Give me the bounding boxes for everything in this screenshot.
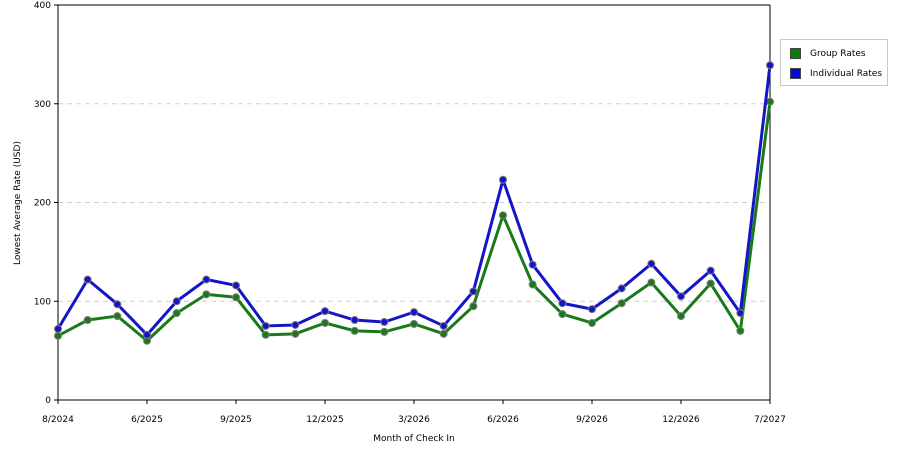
data-point-individual-rates-20 bbox=[647, 259, 656, 268]
data-point-individual-rates-9 bbox=[321, 307, 329, 316]
legend-label-individual: Individual Rates bbox=[810, 68, 883, 79]
x-axis-label: Month of Check In bbox=[373, 434, 455, 444]
data-point-individual-rates-4 bbox=[172, 297, 181, 306]
data-point-individual-rates-11 bbox=[380, 317, 389, 326]
x-tick-label-2: 9/2025 bbox=[220, 415, 252, 425]
x-tick-label-4: 3/2026 bbox=[398, 415, 430, 425]
x-tick-label-8: 7/2027 bbox=[754, 415, 786, 425]
data-point-individual-rates-18 bbox=[588, 305, 596, 314]
legend-item-individual-rates: Individual Rates bbox=[790, 68, 882, 79]
data-point-group-rates-14 bbox=[469, 302, 478, 311]
data-point-group-rates-22 bbox=[706, 279, 715, 288]
data-point-group-rates-24 bbox=[766, 97, 774, 106]
data-point-individual-rates-0 bbox=[54, 324, 62, 333]
legend-label-group: Group Rates bbox=[810, 48, 866, 59]
y-tick-label-2: 200 bbox=[34, 199, 51, 209]
data-point-group-rates-19 bbox=[617, 299, 626, 308]
data-point-group-rates-20 bbox=[647, 278, 656, 287]
data-point-individual-rates-5 bbox=[202, 275, 211, 284]
legend-swatch-individual bbox=[790, 68, 801, 79]
data-point-individual-rates-6 bbox=[232, 281, 240, 290]
data-point-individual-rates-19 bbox=[617, 284, 626, 293]
data-point-group-rates-21 bbox=[677, 312, 685, 321]
data-point-individual-rates-3 bbox=[143, 330, 151, 339]
data-point-individual-rates-16 bbox=[528, 260, 537, 269]
data-point-group-rates-11 bbox=[380, 327, 389, 336]
data-point-group-rates-0 bbox=[54, 331, 62, 340]
data-point-individual-rates-14 bbox=[469, 287, 478, 296]
x-tick-label-3: 12/2025 bbox=[306, 415, 343, 425]
data-point-individual-rates-22 bbox=[706, 266, 715, 275]
data-point-group-rates-23 bbox=[736, 326, 745, 335]
data-point-group-rates-9 bbox=[321, 318, 329, 327]
x-axis: 8/2024 6/2025 9/2025 12/2025 3/2026 6/2026 9/2… bbox=[42, 400, 786, 425]
data-point-group-rates-1 bbox=[83, 316, 92, 325]
legend: Group Rates Individual Rates bbox=[780, 39, 888, 86]
data-point-individual-rates-10 bbox=[350, 316, 359, 325]
data-point-group-rates-18 bbox=[588, 318, 596, 327]
data-point-group-rates-2 bbox=[113, 312, 122, 321]
data-point-group-rates-15 bbox=[499, 211, 507, 220]
legend-swatch-group bbox=[790, 48, 801, 59]
data-point-group-rates-8 bbox=[291, 329, 300, 338]
data-point-individual-rates-23 bbox=[736, 309, 745, 318]
data-point-individual-rates-17 bbox=[558, 299, 567, 308]
y-axis: 0 100 200 300 400 bbox=[34, 1, 58, 406]
y-tick-label-4: 400 bbox=[34, 1, 51, 11]
data-point-individual-rates-7 bbox=[261, 321, 270, 330]
y-tick-label-1: 100 bbox=[34, 297, 51, 307]
series-group bbox=[54, 61, 774, 345]
data-point-group-rates-17 bbox=[558, 310, 567, 319]
data-point-group-rates-7 bbox=[261, 330, 270, 339]
data-point-individual-rates-15 bbox=[499, 175, 507, 184]
data-point-individual-rates-13 bbox=[439, 321, 448, 330]
data-point-individual-rates-2 bbox=[113, 300, 122, 309]
x-tick-label-1: 6/2025 bbox=[131, 415, 163, 425]
data-point-individual-rates-8 bbox=[291, 320, 300, 329]
data-point-group-rates-5 bbox=[202, 290, 211, 299]
x-tick-label-0: 8/2024 bbox=[42, 415, 74, 425]
data-point-group-rates-4 bbox=[172, 309, 181, 318]
x-tick-label-7: 12/2026 bbox=[662, 415, 700, 425]
grid-lines bbox=[58, 103, 770, 302]
y-tick-label-0: 0 bbox=[45, 396, 51, 406]
y-tick-label-3: 300 bbox=[34, 100, 51, 110]
data-point-group-rates-10 bbox=[350, 326, 359, 335]
data-point-individual-rates-12 bbox=[410, 308, 418, 317]
legend-item-group-rates: Group Rates bbox=[790, 48, 866, 59]
data-point-individual-rates-24 bbox=[766, 61, 774, 70]
x-tick-label-6: 9/2026 bbox=[576, 415, 608, 425]
data-point-group-rates-16 bbox=[528, 280, 537, 289]
x-tick-label-5: 6/2026 bbox=[487, 415, 519, 425]
data-point-individual-rates-1 bbox=[83, 275, 92, 284]
data-point-group-rates-13 bbox=[439, 329, 448, 338]
series-line-group-rates bbox=[57, 101, 772, 343]
data-point-individual-rates-21 bbox=[677, 292, 685, 301]
y-axis-label: Lowest Average Rate (USD) bbox=[13, 141, 23, 265]
data-point-group-rates-6 bbox=[232, 293, 240, 302]
data-point-group-rates-12 bbox=[410, 319, 418, 328]
